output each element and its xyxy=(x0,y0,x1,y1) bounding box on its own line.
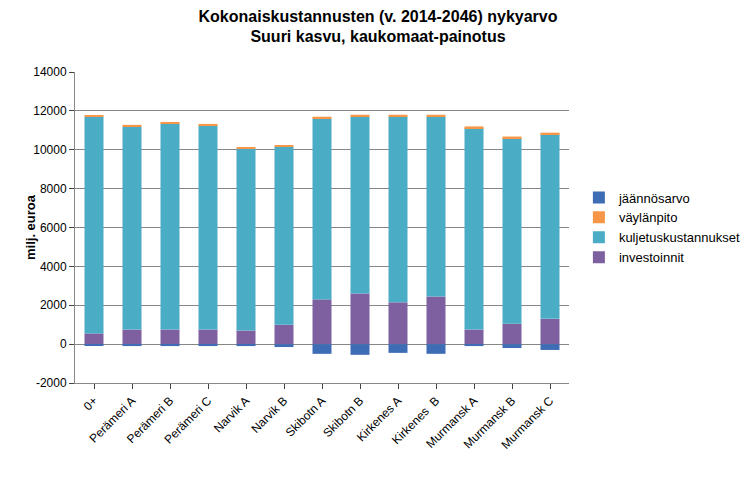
svg-text:Perämeri B: Perämeri B xyxy=(124,394,176,446)
svg-text:12000: 12000 xyxy=(33,104,67,118)
svg-text:Perämeri A: Perämeri A xyxy=(86,394,138,446)
svg-text:6000: 6000 xyxy=(40,221,67,235)
svg-text:Narvik B: Narvik B xyxy=(248,394,290,436)
svg-text:Perämeri C: Perämeri C xyxy=(162,394,215,447)
svg-text:Skibotn A: Skibotn A xyxy=(283,394,329,440)
svg-text:väylänpito: väylänpito xyxy=(619,210,678,225)
svg-text:milj. euroa: milj. euroa xyxy=(23,194,38,260)
svg-text:Kokonaiskustannusten (v. 2014-: Kokonaiskustannusten (v. 2014-2046) nyky… xyxy=(199,8,558,46)
svg-text:4000: 4000 xyxy=(40,260,67,274)
svg-text:Kirkenes A: Kirkenes A xyxy=(354,394,404,444)
svg-text:14000: 14000 xyxy=(33,65,67,79)
svg-text:jäännösarvo: jäännösarvo xyxy=(618,191,690,206)
svg-text:8000: 8000 xyxy=(40,182,67,196)
svg-text:investoinnit: investoinnit xyxy=(619,250,684,265)
svg-text:Murmansk A: Murmansk A xyxy=(423,394,480,451)
svg-text:Murmansk B: Murmansk B xyxy=(461,394,519,452)
svg-text:0: 0 xyxy=(60,337,67,351)
svg-text:0+: 0+ xyxy=(81,394,101,414)
svg-text:Murmansk C: Murmansk C xyxy=(498,394,556,452)
svg-text:10000: 10000 xyxy=(33,143,67,157)
svg-text:-2000: -2000 xyxy=(36,376,67,390)
svg-text:2000: 2000 xyxy=(40,298,67,312)
svg-text:Narvik A: Narvik A xyxy=(211,394,252,435)
svg-text:kuljetuskustannukset: kuljetuskustannukset xyxy=(619,230,740,245)
svg-text:Skibotn B: Skibotn B xyxy=(320,394,366,440)
svg-text:Kirkenes B: Kirkenes B xyxy=(389,394,442,447)
